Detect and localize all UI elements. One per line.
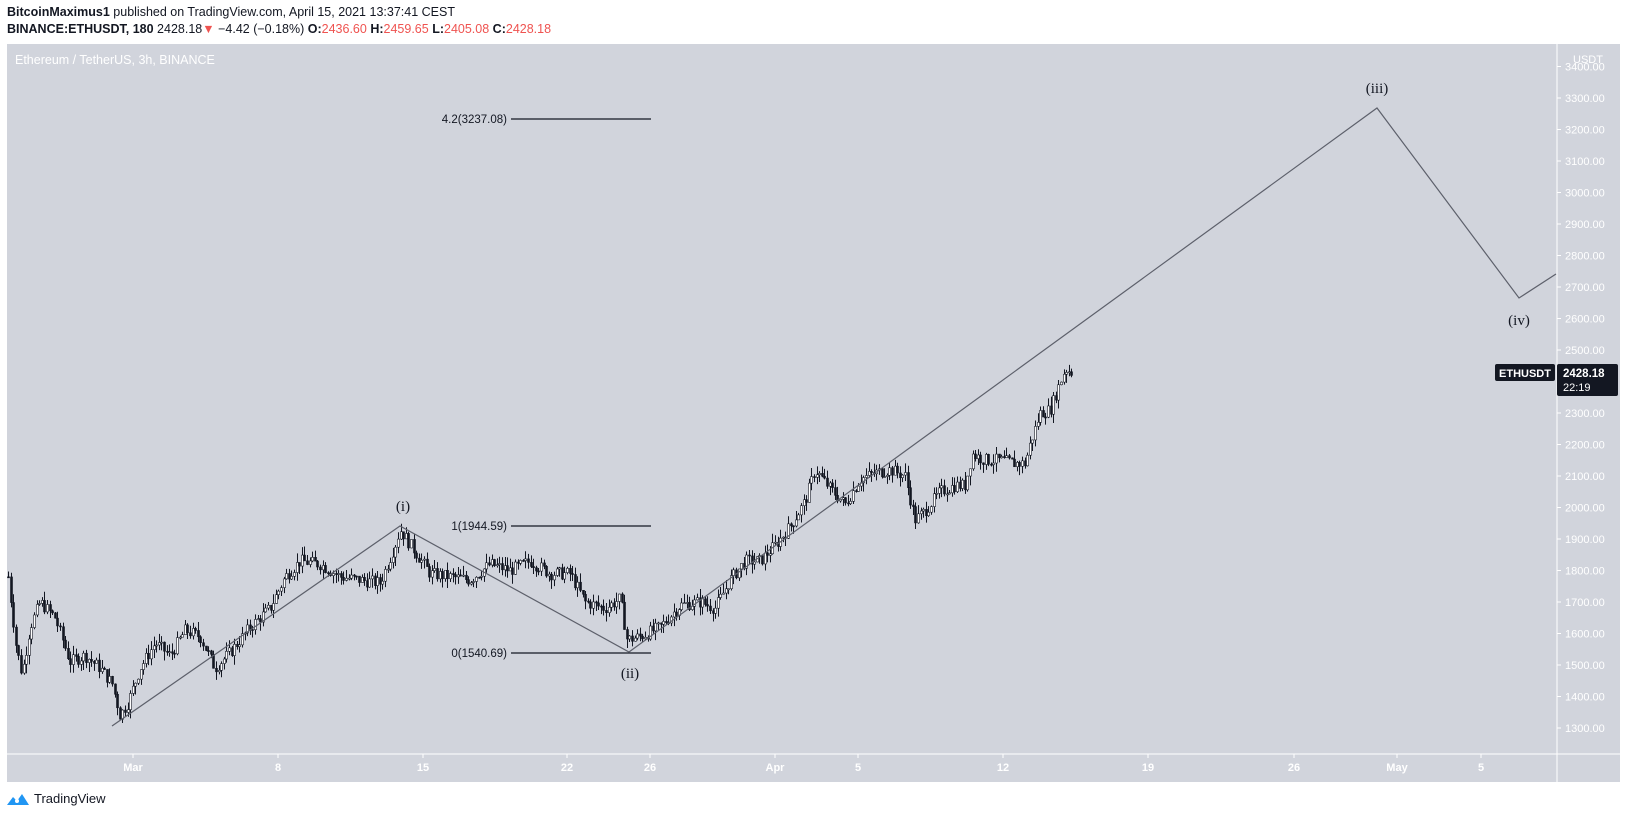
time-tick-label: 5 (855, 762, 861, 774)
price-tick-label: 1700.00 (1565, 597, 1605, 609)
last-price: 2428.18 (157, 22, 203, 36)
price-tick-label: 2900.00 (1565, 219, 1605, 231)
time-tick-label: May (1386, 762, 1408, 774)
chart-pane[interactable] (7, 44, 1620, 782)
high-label: H: (370, 22, 384, 36)
candlestick-series (7, 364, 1073, 724)
price-tick-label: 1400.00 (1565, 692, 1605, 704)
price-tick-label: 1300.00 (1565, 723, 1605, 735)
tradingview-brand: TradingView (34, 791, 106, 806)
wave-label: (iv) (1508, 313, 1530, 329)
time-tick-label: Apr (766, 762, 786, 774)
close-value: 2428.18 (505, 22, 552, 36)
symbol-tag: ETHUSDT (1499, 368, 1551, 380)
price-tick-label: 3200.00 (1565, 125, 1605, 137)
time-tick-label: 22 (561, 762, 573, 774)
last-price-value: 2428.18 (1563, 368, 1605, 380)
price-tick-label: 3100.00 (1565, 156, 1605, 168)
time-tick-label: Mar (123, 762, 143, 774)
price-tick-label: 1800.00 (1565, 566, 1605, 578)
symbol-info-bar: BINANCE:ETHUSDT, 180 2428.18▼ −4.42 (−0.… (7, 22, 551, 36)
elliott-wave-labels: (i) (ii) (iii) (iv) (396, 81, 1530, 682)
price-tick-label: 2500.00 (1565, 345, 1605, 357)
low-label: L: (432, 22, 444, 36)
axis-unit-label: USDT (1573, 54, 1603, 66)
time-axis[interactable]: Mar 8 15 22 26 Apr 5 12 19 26 May 5 (123, 754, 1484, 774)
price-change: −4.42 (−0.18%) (218, 22, 305, 36)
last-price-label: ETHUSDT 2428.18 22:19 (1495, 364, 1618, 396)
close-label: C: (492, 22, 506, 36)
low-value: 2405.08 (444, 22, 490, 36)
price-tick-label: 1600.00 (1565, 629, 1605, 641)
price-tick-label: 1900.00 (1565, 534, 1605, 546)
price-tick-label: 2200.00 (1565, 440, 1605, 452)
bar-countdown: 22:19 (1563, 382, 1591, 394)
price-tick-label: 2800.00 (1565, 251, 1605, 263)
tradingview-cloud-icon (7, 793, 29, 805)
time-tick-label: 5 (1478, 762, 1484, 774)
symbol-label: BINANCE:ETHUSDT, 180 (7, 22, 154, 36)
down-arrow-icon: ▼ (202, 22, 215, 36)
publish-info: BitcoinMaximus1 published on TradingView… (7, 5, 455, 19)
price-tick-label: 3400.00 (1565, 62, 1605, 74)
author-name[interactable]: BitcoinMaximus1 (7, 5, 110, 19)
wave-label: (ii) (621, 666, 639, 682)
time-tick-label: 12 (997, 762, 1009, 774)
price-tick-label: 2700.00 (1565, 282, 1605, 294)
time-tick-label: 19 (1142, 762, 1154, 774)
wave-label: (iii) (1366, 81, 1389, 97)
price-tick-label: 3300.00 (1565, 93, 1605, 105)
time-tick-label: 26 (1288, 762, 1300, 774)
time-tick-label: 8 (275, 762, 281, 774)
price-tick-label: 2100.00 (1565, 471, 1605, 483)
fib-level-label: 0(1540.69) (451, 648, 507, 660)
fibonacci-extension[interactable]: 4.2(3237.08) 1(1944.59) 0(1540.69) (442, 114, 651, 660)
price-tick-label: 2600.00 (1565, 314, 1605, 326)
price-tick-label: 2000.00 (1565, 503, 1605, 515)
price-tick-label: 1500.00 (1565, 660, 1605, 672)
fib-level-label: 1(1944.59) (451, 521, 507, 533)
tradingview-logo[interactable]: TradingView (6, 791, 106, 806)
open-value: 2436.60 (321, 22, 367, 36)
chart-title: Ethereum / TetherUS, 3h, BINANCE (15, 53, 215, 67)
price-tick-label: 2300.00 (1565, 408, 1605, 420)
price-tick-label: 3000.00 (1565, 188, 1605, 200)
time-tick-label: 26 (644, 762, 656, 774)
elliott-wave-line[interactable] (111, 107, 1557, 727)
fib-level-label: 4.2(3237.08) (442, 114, 507, 126)
high-value: 2459.65 (383, 22, 429, 36)
open-label: O: (307, 22, 322, 36)
wave-label: (i) (396, 499, 410, 515)
published-text: published on TradingView.com, April 15, … (113, 5, 455, 19)
price-axis[interactable]: 1300.00 1400.00 1500.00 1600.00 1700.00 1800.… (1557, 62, 1605, 736)
time-tick-label: 15 (417, 762, 429, 774)
